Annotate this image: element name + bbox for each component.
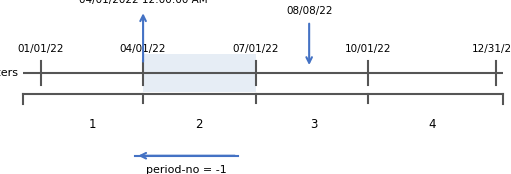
- Text: 10/01/22: 10/01/22: [345, 44, 391, 54]
- Text: 1: 1: [88, 118, 96, 131]
- Text: 04/01/22: 04/01/22: [120, 44, 166, 54]
- Text: 2: 2: [196, 118, 203, 131]
- Text: 08/08/22: 08/08/22: [286, 6, 332, 16]
- Text: 4: 4: [428, 118, 435, 131]
- Text: 3: 3: [311, 118, 318, 131]
- Text: period-no = -1: period-no = -1: [146, 165, 227, 174]
- Text: 07/01/22: 07/01/22: [233, 44, 278, 54]
- Text: Quarters: Quarters: [0, 68, 18, 78]
- Text: 01/01/22: 01/01/22: [18, 44, 64, 54]
- Text: 12/31/22: 12/31/22: [472, 44, 511, 54]
- Bar: [143, 54, 256, 92]
- Text: 04/01/2022 12:00:00 AM: 04/01/2022 12:00:00 AM: [79, 0, 207, 5]
